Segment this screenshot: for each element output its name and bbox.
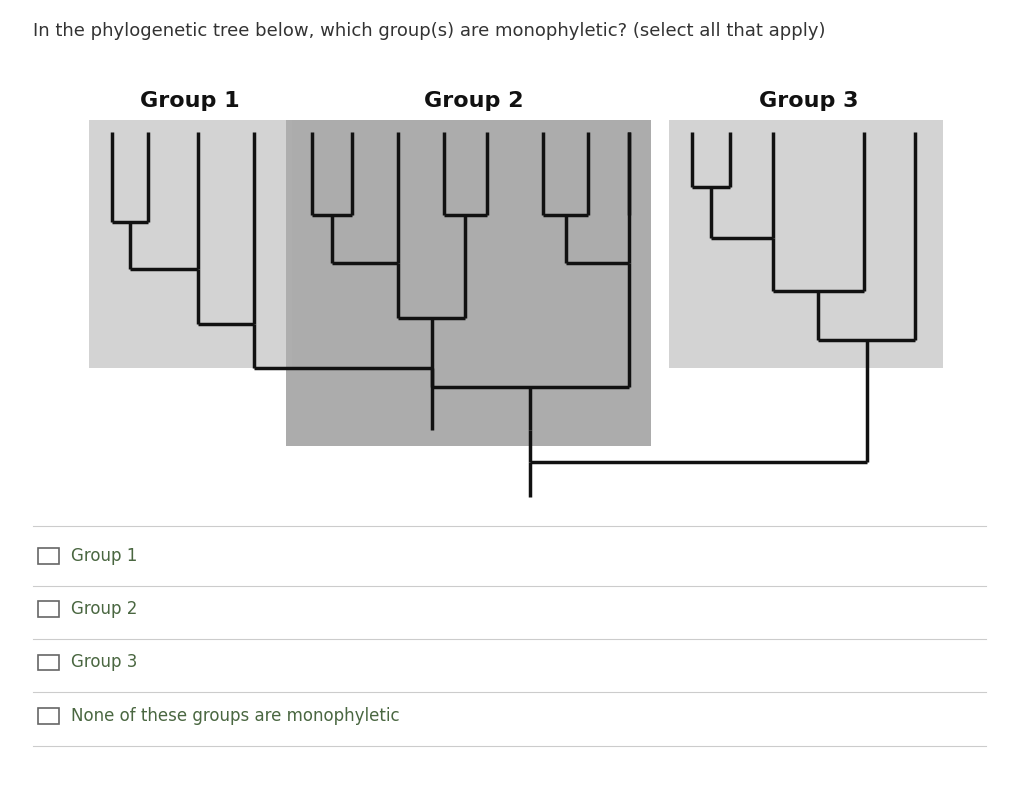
Text: None of these groups are monophyletic: None of these groups are monophyletic: [70, 707, 399, 725]
Text: Group 1: Group 1: [70, 547, 138, 565]
Bar: [89, 120, 292, 367]
Bar: [38, 548, 59, 563]
Bar: [38, 655, 59, 671]
Bar: [38, 708, 59, 724]
Bar: [38, 601, 59, 617]
Text: Group 2: Group 2: [70, 600, 138, 618]
Text: Group 3: Group 3: [70, 653, 138, 672]
Bar: [286, 120, 651, 446]
Text: Group 2: Group 2: [424, 91, 523, 111]
Text: Group 3: Group 3: [759, 91, 858, 111]
Bar: [669, 120, 943, 367]
Text: In the phylogenetic tree below, which group(s) are monophyletic? (select all tha: In the phylogenetic tree below, which gr…: [33, 22, 826, 40]
Text: Group 1: Group 1: [141, 91, 240, 111]
